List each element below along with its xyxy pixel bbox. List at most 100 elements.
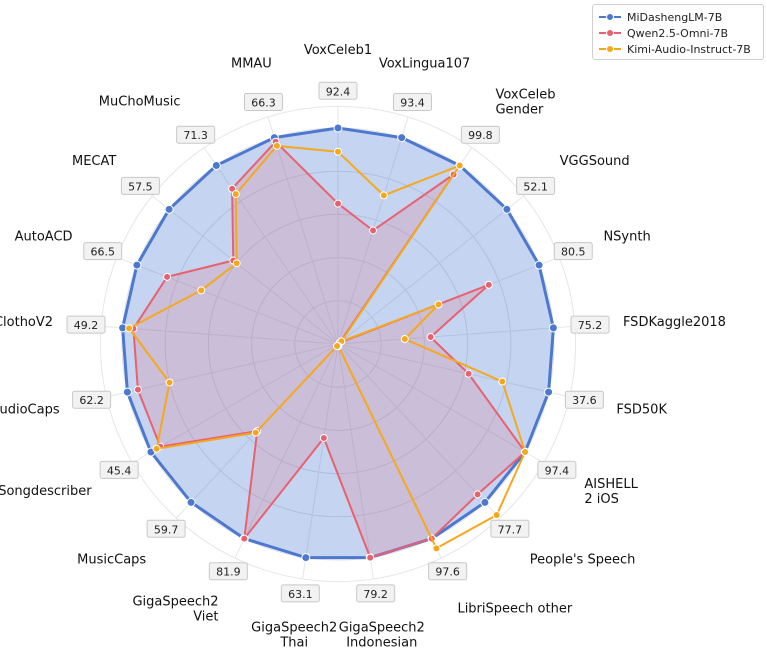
data-point — [152, 444, 161, 453]
axis-label: VGGSound — [560, 154, 630, 169]
legend-item-kimi: Kimi-Audio-Instruct-7B — [599, 41, 751, 57]
max-value-text: 52.1 — [523, 180, 548, 193]
max-value-box — [244, 93, 284, 112]
data-point — [164, 204, 174, 214]
data-point — [498, 377, 507, 386]
max-value-box — [120, 176, 160, 195]
grid-spoke — [116, 256, 339, 345]
data-point — [211, 161, 221, 171]
legend-swatch — [599, 29, 621, 37]
data-point — [521, 448, 530, 456]
data-point — [240, 534, 249, 543]
max-value-box — [570, 315, 610, 334]
series-layer — [118, 123, 558, 563]
axis-label: FSDKaggle2018 — [623, 315, 726, 330]
max-value-box — [356, 584, 396, 603]
data-point — [432, 544, 441, 553]
data-point — [228, 184, 237, 193]
data-point — [426, 333, 435, 342]
max-value-text: 66.3 — [251, 97, 276, 110]
max-value-box — [490, 519, 530, 538]
axis-label: VoxCeleb Gender — [495, 87, 555, 117]
max-value-text: 80.5 — [561, 246, 586, 259]
grid-spoke — [131, 343, 339, 464]
grid-spoke — [337, 343, 500, 519]
data-point — [480, 497, 490, 507]
data-point — [333, 341, 342, 350]
max-value-label: 81.9 — [208, 562, 248, 581]
data-point — [334, 147, 342, 156]
axis-max-labels: 92.4 93.4 99.8 52.1 80.5 75.2 37.6 97.4 77.7 97.6… — [66, 81, 610, 603]
data-point — [186, 497, 196, 507]
data-point — [251, 428, 260, 437]
data-point — [163, 272, 172, 281]
max-value-box — [176, 125, 216, 144]
max-value-text: 71.3 — [183, 129, 208, 142]
max-value-label: 59.7 — [146, 519, 186, 538]
max-value-box — [516, 176, 556, 195]
axis-label: AutoACD — [15, 230, 73, 245]
axis-label: AudioCaps — [0, 402, 60, 417]
grid-spoke — [337, 325, 575, 345]
max-value-box — [66, 315, 106, 334]
axis-label: GigaSpeech2 Indonesian — [339, 620, 425, 650]
data-point — [473, 490, 482, 499]
legend-item-midasheng: MiDashengLM-7B — [599, 9, 722, 25]
axis-label: MusicCaps — [77, 552, 146, 567]
max-value-label: 71.3 — [176, 125, 216, 144]
data-point — [333, 123, 343, 133]
max-value-label: 75.2 — [570, 315, 610, 334]
max-value-box — [460, 125, 500, 144]
max-value-label: 63.1 — [280, 584, 320, 603]
max-value-label: 97.6 — [428, 562, 468, 581]
axis-label: MECAT — [72, 154, 116, 169]
max-value-text: 75.2 — [578, 319, 603, 332]
data-point — [379, 191, 388, 200]
max-value-text: 99.8 — [468, 129, 493, 142]
data-point — [301, 553, 311, 563]
grid-spoke — [337, 195, 525, 345]
max-value-text: 77.7 — [498, 523, 523, 536]
max-value-text: 79.2 — [363, 588, 388, 601]
max-value-box — [280, 584, 320, 603]
max-value-box — [83, 242, 123, 261]
axis-label: AISHELL 2 iOS — [584, 477, 638, 507]
data-point — [319, 433, 328, 442]
data-point — [548, 323, 558, 333]
max-value-label: 97.4 — [537, 460, 577, 479]
axis-label: GigaSpeech2 Thai — [251, 620, 337, 650]
max-value-text: 37.6 — [572, 394, 597, 407]
axis-labels: VoxCeleb1 VoxLingua107 VoxCeleb Gender VGGSo… — [0, 43, 726, 650]
grid-spoke — [101, 325, 339, 345]
max-value-label: 37.6 — [564, 390, 604, 409]
data-point — [197, 286, 206, 295]
axis-label: VoxCeleb1 — [304, 43, 372, 58]
data-point — [484, 280, 493, 289]
axis-label: VoxLingua107 — [379, 56, 471, 71]
data-point — [232, 259, 241, 268]
max-value-label: 57.5 — [120, 176, 160, 195]
data-point — [334, 199, 342, 208]
data-point — [492, 511, 501, 520]
max-value-text: 66.5 — [90, 246, 115, 259]
data-point — [464, 369, 473, 378]
max-value-box — [72, 390, 112, 409]
data-point — [231, 190, 240, 199]
legend-label: Kimi-Audio-Instruct-7B — [627, 42, 751, 56]
legend-swatch — [599, 13, 621, 21]
max-value-box — [428, 562, 468, 581]
max-value-text: 63.1 — [288, 588, 313, 601]
max-value-label: 80.5 — [553, 242, 593, 261]
axis-label: People's Speech — [530, 552, 636, 567]
axis-label: MuChoMusic — [99, 94, 181, 109]
max-value-text: 81.9 — [216, 566, 241, 579]
grid-spoke — [302, 343, 339, 580]
data-point — [544, 387, 554, 397]
max-value-box — [146, 519, 186, 538]
data-point — [369, 226, 378, 235]
axis-label: Songdescriber — [0, 484, 92, 499]
max-value-label: 77.7 — [490, 519, 530, 538]
max-value-box — [208, 562, 248, 581]
max-value-text: 97.6 — [435, 566, 460, 579]
max-value-box — [318, 81, 358, 100]
